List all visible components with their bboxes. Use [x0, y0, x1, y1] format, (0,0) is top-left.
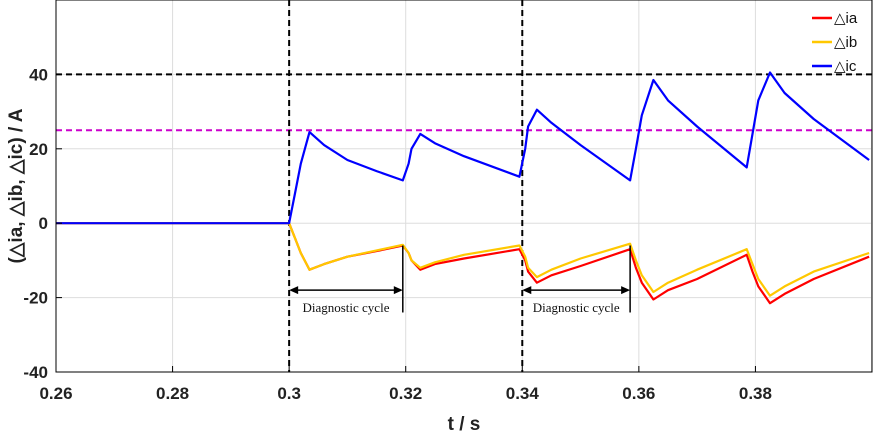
- plot-frame: [55, 0, 873, 373]
- legend-label: △ic: [834, 58, 857, 75]
- plot-background: [56, 0, 872, 372]
- x-tick-label: 0.28: [156, 384, 189, 403]
- arrowhead-left: [289, 286, 299, 295]
- y-tick-label: 20: [29, 140, 48, 159]
- series-line-2: [56, 222, 870, 297]
- x-tick-label: 0.34: [506, 384, 540, 403]
- legend-label: △ib: [834, 34, 857, 51]
- y-axis-label: (△ia, △ib, △ic) / A: [6, 108, 27, 263]
- series-line-3: [56, 71, 870, 225]
- diagnostic-cycle-label: Diagnostic cycle: [302, 300, 389, 315]
- annotations: Diagnostic cycle Diagnostic cycle: [289, 245, 631, 315]
- x-axis-label: t / s: [448, 414, 481, 435]
- x-tick-label: 0.38: [739, 384, 772, 403]
- y-tick-label: -40: [23, 363, 48, 382]
- legend: △ia △ib △ic: [808, 4, 870, 75]
- x-tick-label: 0.3: [277, 384, 301, 403]
- arrowhead-right: [393, 286, 403, 295]
- arrowhead-right: [621, 286, 631, 295]
- legend-box: [808, 4, 870, 70]
- x-tick-label: 0.36: [622, 384, 655, 403]
- x-tick-labels: 0.26 0.28 0.3 0.32 0.34 0.36 0.38: [39, 366, 772, 403]
- reference-lines: [56, 0, 872, 372]
- y-tick-labels: -40 -20 0 20 40: [23, 65, 62, 382]
- y-tick-label: 0: [39, 214, 48, 233]
- x-tick-label: 0.32: [389, 384, 422, 403]
- series-layer: [56, 71, 870, 305]
- diagnostic-cycle-label: Diagnostic cycle: [533, 300, 620, 315]
- y-tick-label: 40: [29, 65, 48, 84]
- arrowhead-left: [522, 286, 532, 295]
- legend-label: △ia: [834, 10, 858, 27]
- x-tick-label: 0.26: [39, 384, 72, 403]
- y-tick-label: -20: [23, 289, 48, 308]
